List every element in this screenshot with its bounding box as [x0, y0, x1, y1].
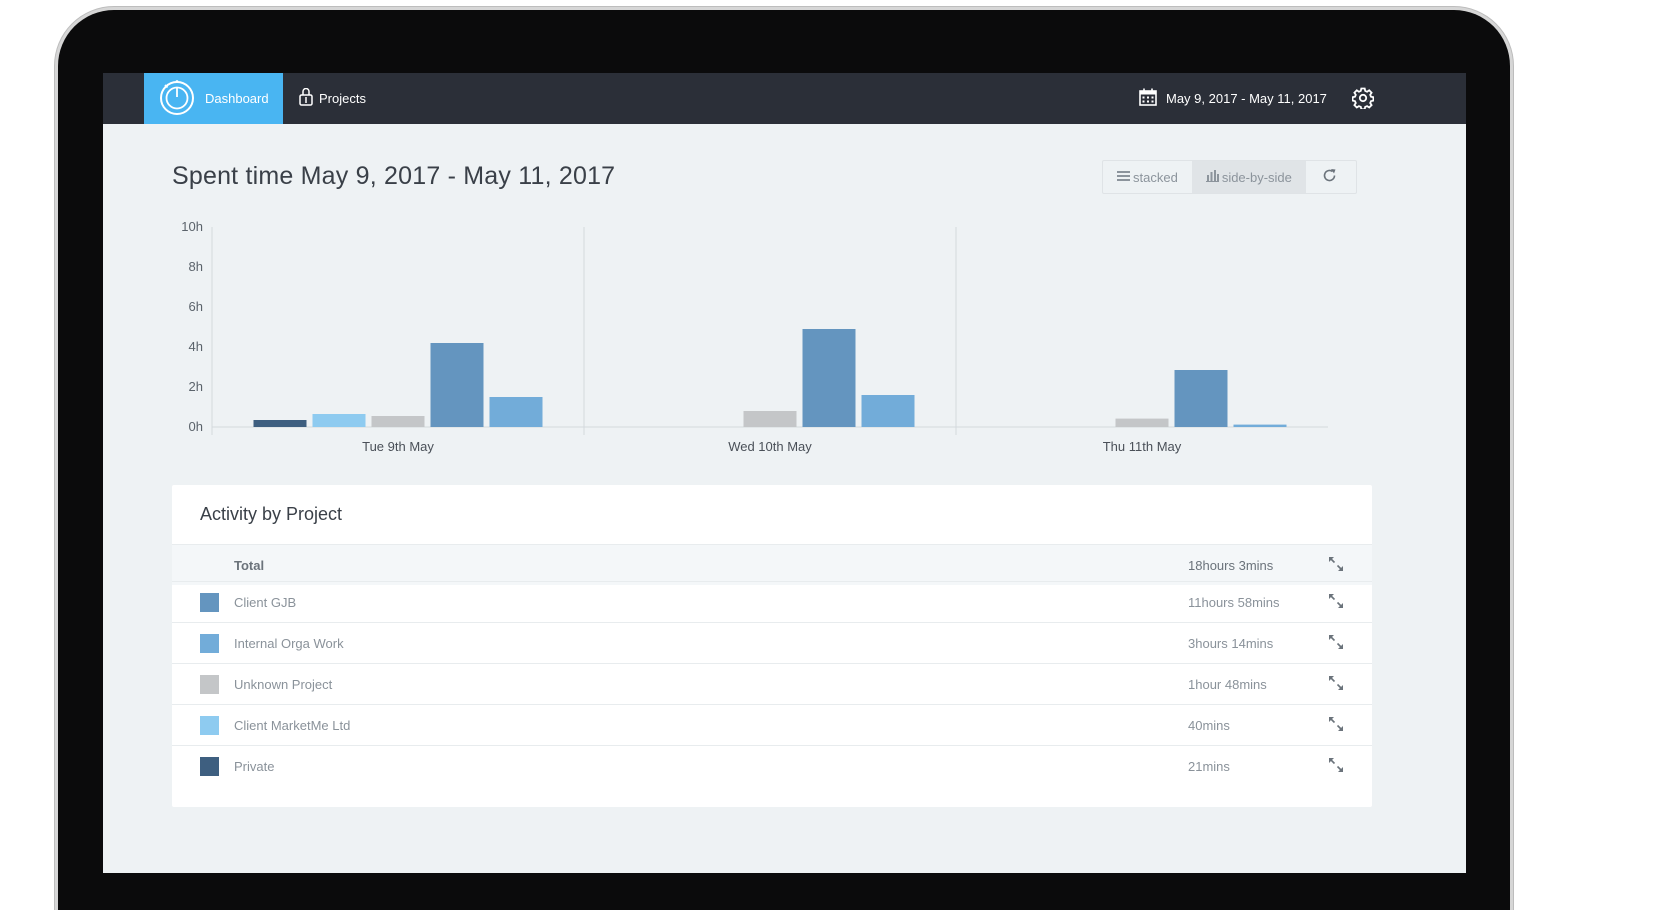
bar [430, 343, 484, 427]
bar [312, 414, 366, 427]
color-swatch [200, 592, 219, 612]
project-name: Private [234, 758, 275, 774]
activity-title: Activity by Project [200, 504, 343, 524]
stacked-label: stacked [1133, 169, 1178, 185]
color-swatch [200, 674, 219, 694]
x-category-label: Tue 9th May [362, 439, 434, 454]
total-duration: 18hours 3mins [1188, 557, 1274, 573]
list-icon [1117, 170, 1133, 185]
project-row[interactable]: Unknown Project 1hour 48mins [172, 663, 1372, 704]
y-tick-label: 0h [189, 419, 203, 434]
x-category-label: Wed 10th May [728, 439, 812, 454]
activity-by-project-card: Activity by Project Total 18hours 3mins … [172, 485, 1372, 807]
expand-icon[interactable] [1328, 716, 1344, 735]
project-duration: 1hour 48mins [1188, 676, 1267, 692]
side-by-side-label: side-by-side [1221, 169, 1292, 185]
project-name: Unknown Project [234, 676, 333, 692]
y-tick-label: 10h [181, 219, 203, 234]
bar [1174, 370, 1228, 427]
project-row[interactable]: Client MarketMe Ltd 40mins [172, 704, 1372, 745]
expand-icon[interactable] [1328, 757, 1344, 776]
y-tick-label: 8h [189, 259, 203, 274]
calendar-icon [1139, 88, 1157, 109]
bar [371, 416, 425, 427]
nav-projects-label: Projects [319, 91, 366, 106]
bar [1233, 424, 1287, 427]
color-swatch [200, 715, 219, 735]
date-range-label: May 9, 2017 - May 11, 2017 [1166, 91, 1327, 106]
y-tick-label: 4h [189, 339, 203, 354]
bar [253, 420, 307, 427]
bar [743, 411, 797, 427]
x-category-label: Thu 11th May [1103, 439, 1182, 454]
color-swatch [200, 633, 219, 653]
project-duration: 40mins [1188, 717, 1230, 733]
project-name: Client GJB [234, 594, 297, 610]
projects-icon [298, 87, 314, 109]
project-row[interactable]: Internal Orga Work 3hours 14mins [172, 622, 1372, 663]
project-row[interactable]: Client GJB 11hours 58mins [172, 581, 1372, 622]
refresh-icon [1322, 168, 1340, 186]
color-swatch [200, 756, 219, 776]
expand-icon[interactable] [1328, 593, 1344, 612]
total-label: Total [234, 557, 265, 573]
refresh-button[interactable] [1306, 161, 1356, 193]
gear-icon[interactable] [1351, 87, 1375, 114]
project-name: Internal Orga Work [234, 635, 344, 651]
top-navigation-bar: Dashboard Projects [103, 73, 1466, 124]
bar [489, 397, 543, 427]
y-tick-label: 2h [189, 379, 203, 394]
project-duration: 11hours 58mins [1188, 594, 1280, 610]
nav-dashboard[interactable]: Dashboard [144, 73, 283, 124]
stacked-button[interactable]: stacked [1103, 161, 1192, 193]
project-duration: 21mins [1188, 758, 1230, 774]
nav-projects[interactable]: Projects [298, 73, 366, 124]
project-duration: 3hours 14mins [1188, 635, 1274, 651]
spent-time-chart: 0h 2h 4h 6h 8h 10h Tue 9th May Wed 10th May Thu … [181, 219, 1328, 454]
bar [802, 329, 856, 427]
expand-icon[interactable] [1328, 634, 1344, 653]
stopwatch-icon [158, 78, 196, 119]
project-row[interactable]: Private 21mins [172, 745, 1372, 786]
bar [1115, 418, 1169, 427]
page-title: Spent time May 9, 2017 - May 11, 2017 [172, 162, 616, 190]
bar-chart-icon [1205, 169, 1222, 185]
bar [861, 395, 915, 427]
expand-icon[interactable] [1328, 675, 1344, 694]
date-range-picker[interactable]: May 9, 2017 - May 11, 2017 [1139, 73, 1327, 124]
side-by-side-button[interactable]: side-by-side [1191, 161, 1306, 193]
y-tick-label: 6h [189, 299, 203, 314]
total-row: Total 18hours 3mins [172, 544, 1372, 585]
chart-view-toggle: stacked side-by-side [1102, 160, 1357, 194]
nav-dashboard-label: Dashboard [205, 91, 269, 106]
expand-icon[interactable] [1328, 556, 1344, 575]
app-screen: Dashboard Projects [103, 73, 1466, 873]
project-name: Client MarketMe Ltd [234, 717, 351, 733]
